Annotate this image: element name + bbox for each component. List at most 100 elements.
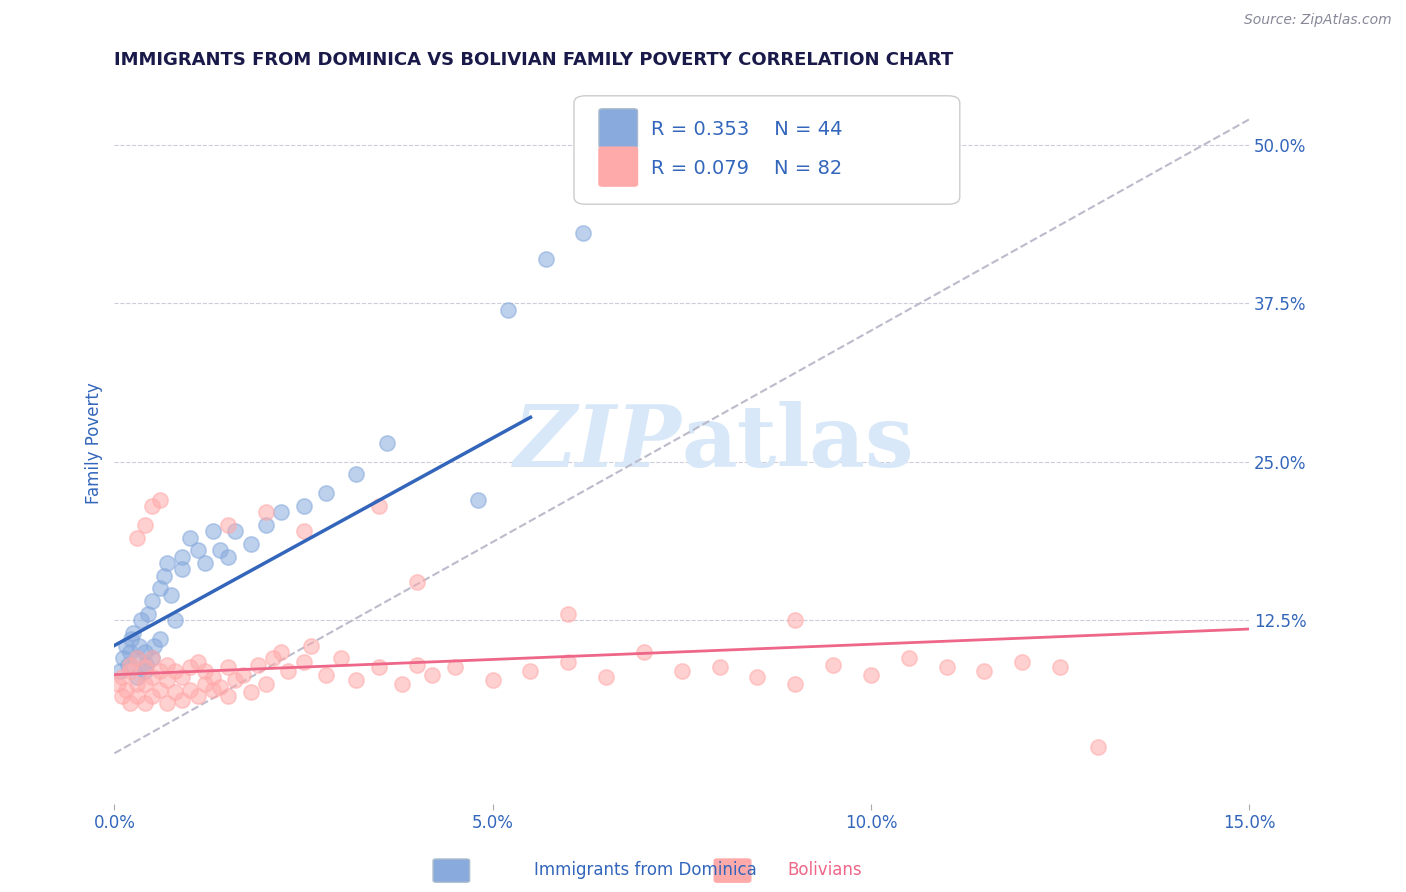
Point xyxy=(709,660,731,674)
Point xyxy=(134,676,156,690)
Point xyxy=(270,645,292,659)
Point xyxy=(172,562,194,576)
Point xyxy=(292,655,315,669)
Point xyxy=(156,696,179,710)
Point xyxy=(239,685,262,699)
Point xyxy=(134,518,156,533)
Y-axis label: Family Poverty: Family Poverty xyxy=(86,382,103,504)
Point xyxy=(118,645,141,659)
Point xyxy=(111,670,134,684)
Text: Source: ZipAtlas.com: Source: ZipAtlas.com xyxy=(1244,13,1392,28)
Point xyxy=(201,682,224,697)
Point xyxy=(141,690,163,704)
Point xyxy=(292,524,315,539)
Point xyxy=(209,681,232,695)
Point xyxy=(201,524,224,539)
Point xyxy=(120,632,142,647)
Point xyxy=(127,651,149,665)
FancyBboxPatch shape xyxy=(599,147,637,186)
Point xyxy=(163,664,186,678)
Point xyxy=(172,549,194,564)
Point xyxy=(201,670,224,684)
Point xyxy=(149,582,172,596)
Point xyxy=(179,531,201,545)
Text: atlas: atlas xyxy=(682,401,914,484)
Point xyxy=(149,492,172,507)
Point xyxy=(534,252,557,266)
Point xyxy=(118,657,141,672)
Point xyxy=(149,682,172,697)
Point xyxy=(117,657,139,672)
Point xyxy=(785,613,807,627)
Point xyxy=(172,670,194,684)
Point xyxy=(179,682,201,697)
Point xyxy=(118,696,141,710)
Point xyxy=(671,664,693,678)
Point xyxy=(134,696,156,710)
Point xyxy=(277,664,299,678)
Point xyxy=(107,676,129,690)
Point xyxy=(557,655,579,669)
Point xyxy=(785,676,807,690)
Point xyxy=(112,651,135,665)
Point xyxy=(217,690,239,704)
Point xyxy=(128,639,150,653)
Point xyxy=(935,660,957,674)
Point xyxy=(217,518,239,533)
Point xyxy=(315,667,337,681)
Point xyxy=(163,613,186,627)
Point xyxy=(152,568,174,582)
Point xyxy=(443,660,465,674)
Point xyxy=(217,549,239,564)
Point xyxy=(122,625,145,640)
Point xyxy=(134,660,156,674)
Point xyxy=(254,505,277,519)
Point xyxy=(897,651,920,665)
Point xyxy=(254,676,277,690)
Text: ZIP: ZIP xyxy=(515,401,682,484)
Point xyxy=(138,607,160,621)
Point xyxy=(292,499,315,513)
Point xyxy=(368,499,391,513)
Text: IMMIGRANTS FROM DOMINICA VS BOLIVIAN FAMILY POVERTY CORRELATION CHART: IMMIGRANTS FROM DOMINICA VS BOLIVIAN FAM… xyxy=(114,51,953,69)
FancyBboxPatch shape xyxy=(574,95,960,204)
Point xyxy=(232,667,254,681)
Point xyxy=(346,673,368,687)
Point xyxy=(127,670,149,684)
Point xyxy=(315,486,337,500)
Point xyxy=(217,660,239,674)
Point xyxy=(467,492,489,507)
Point xyxy=(1049,660,1071,674)
Point xyxy=(114,639,136,653)
Point xyxy=(859,667,882,681)
Point xyxy=(254,518,277,533)
Point xyxy=(519,664,541,678)
Point xyxy=(156,657,179,672)
Point xyxy=(111,690,134,704)
Point xyxy=(247,657,270,672)
Point xyxy=(134,664,156,678)
Text: R = 0.079    N = 82: R = 0.079 N = 82 xyxy=(651,159,842,178)
Point xyxy=(239,537,262,551)
Point xyxy=(595,670,617,684)
Point xyxy=(141,651,163,665)
Point xyxy=(156,556,179,570)
Point xyxy=(163,685,186,699)
Point xyxy=(572,227,595,241)
Point xyxy=(110,664,132,678)
Point xyxy=(224,524,246,539)
Point xyxy=(127,690,149,704)
Point xyxy=(118,664,141,678)
Text: Immigrants from Dominica: Immigrants from Dominica xyxy=(534,861,756,879)
Point xyxy=(149,664,172,678)
Point xyxy=(141,499,163,513)
Point xyxy=(187,690,209,704)
Point xyxy=(747,670,769,684)
Point xyxy=(194,664,217,678)
Point xyxy=(156,673,179,687)
Point xyxy=(172,693,194,707)
Point xyxy=(496,302,519,317)
Point xyxy=(391,676,413,690)
Point xyxy=(142,639,165,653)
Point xyxy=(127,651,149,665)
